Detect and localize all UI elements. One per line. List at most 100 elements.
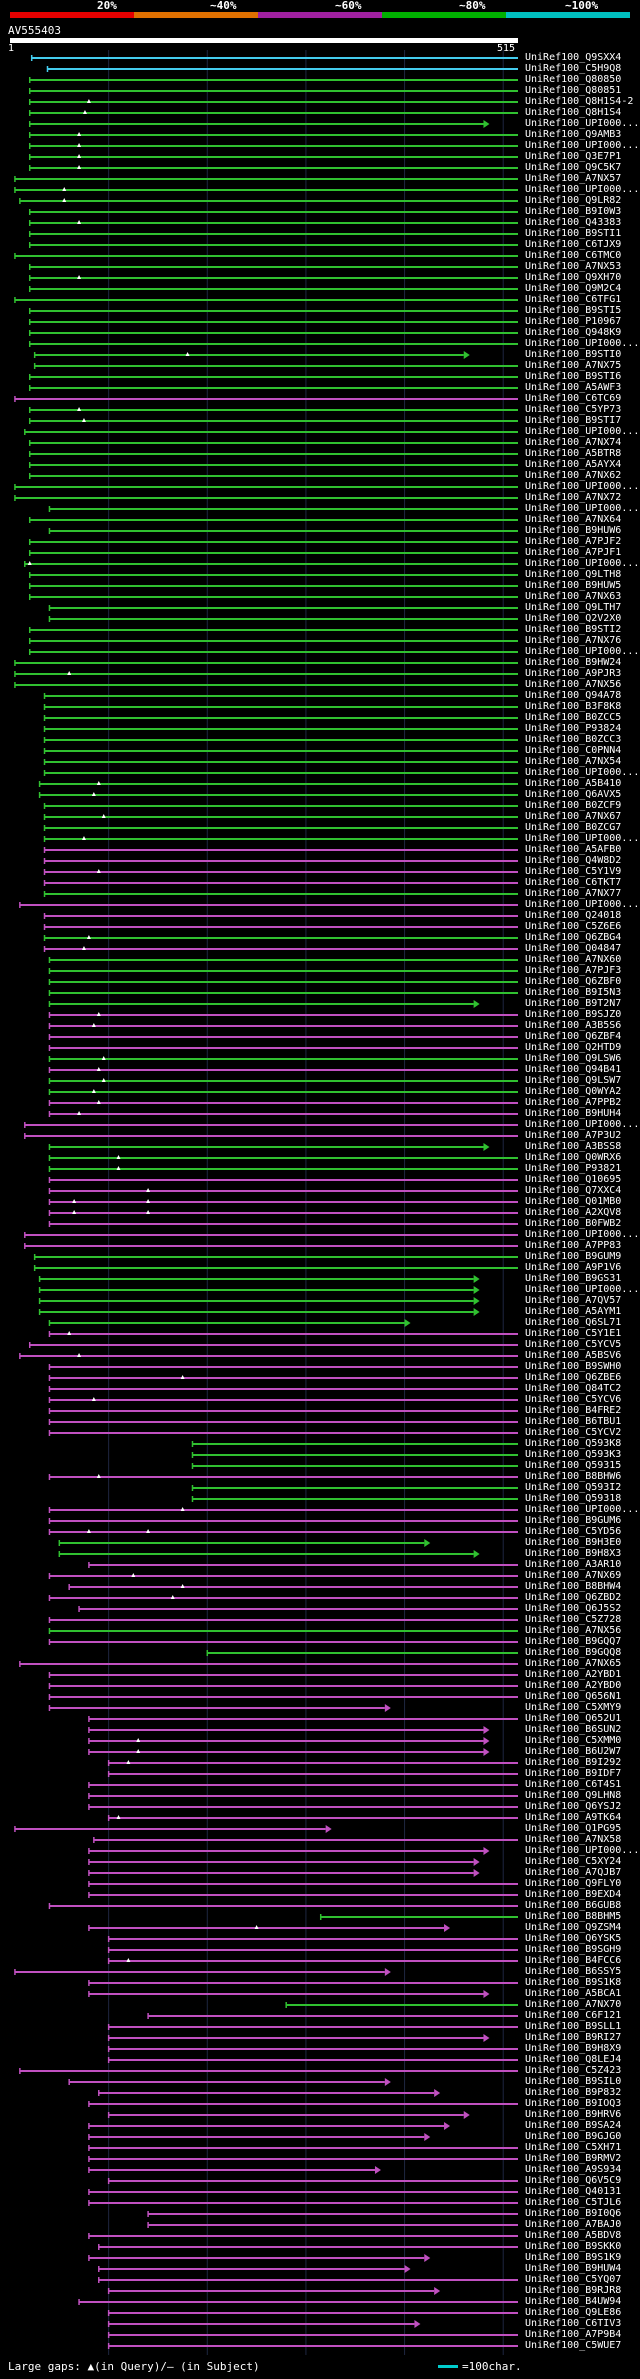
hit-label-link[interactable]: UniRef100_UPI000... (525, 558, 640, 569)
hit-label-link[interactable]: UniRef100_A7NX62 (525, 470, 622, 481)
hit-label-link[interactable]: UniRef100_B9STI7 (525, 415, 622, 426)
hit-label-link[interactable]: UniRef100_P93824 (525, 723, 622, 734)
hit-label-link[interactable]: UniRef100_A7NX75 (525, 360, 622, 371)
hit-label-link[interactable]: UniRef100_B9I292 (525, 1757, 622, 1768)
hit-label-link[interactable]: UniRef100_Q43383 (525, 217, 622, 228)
hit-label-link[interactable]: UniRef100_C6TMC0 (525, 250, 622, 261)
hit-label-link[interactable]: UniRef100_B9SIL0 (525, 2076, 622, 2087)
hit-label-link[interactable]: UniRef100_A7NX65 (525, 1658, 622, 1669)
hit-label-link[interactable]: UniRef100_A7NX67 (525, 811, 622, 822)
hit-label-link[interactable]: UniRef100_A7NX74 (525, 437, 622, 448)
hit-label-link[interactable]: UniRef100_B9I0Q6 (525, 2208, 622, 2219)
hit-label-link[interactable]: UniRef100_Q9LTH7 (525, 602, 622, 613)
hit-label-link[interactable]: UniRef100_Q0WRX6 (525, 1152, 622, 1163)
hit-label-link[interactable]: UniRef100_B0ZCF9 (525, 800, 622, 811)
hit-label-link[interactable]: UniRef100_A3B5S6 (525, 1020, 622, 1031)
hit-label-link[interactable]: UniRef100_B9SKK0 (525, 2241, 622, 2252)
hit-label-link[interactable]: UniRef100_Q9LSW6 (525, 1053, 622, 1064)
hit-label-link[interactable]: UniRef100_B9SGH9 (525, 1944, 622, 1955)
hit-label-link[interactable]: UniRef100_A9S934 (525, 2164, 622, 2175)
hit-label-link[interactable]: UniRef100_B9GQQ7 (525, 1636, 622, 1647)
hit-label-link[interactable]: UniRef100_Q6AVX5 (525, 789, 622, 800)
hit-label-link[interactable]: UniRef100_Q6YSJ2 (525, 1801, 622, 1812)
hit-label-link[interactable]: UniRef100_B9SA24 (525, 2120, 622, 2131)
hit-label-link[interactable]: UniRef100_A5AFB0 (525, 844, 622, 855)
hit-label-link[interactable]: UniRef100_A7NX56 (525, 1625, 622, 1636)
hit-label-link[interactable]: UniRef100_UPI000... (525, 338, 640, 349)
hit-label-link[interactable]: UniRef100_B9S1K9 (525, 2252, 622, 2263)
hit-label-link[interactable]: UniRef100_A7PP83 (525, 1240, 622, 1251)
hit-label-link[interactable]: UniRef100_Q6J5S2 (525, 1603, 622, 1614)
hit-label-link[interactable]: UniRef100_A5BSV6 (525, 1350, 622, 1361)
hit-label-link[interactable]: UniRef100_Q9LTH8 (525, 569, 622, 580)
hit-label-link[interactable]: UniRef100_UPI000... (525, 481, 640, 492)
hit-label-link[interactable]: UniRef100_A7PJF1 (525, 547, 622, 558)
hit-label-link[interactable]: UniRef100_B4FCC6 (525, 1955, 622, 1966)
hit-label-link[interactable]: UniRef100_B9RMV2 (525, 2153, 622, 2164)
hit-label-link[interactable]: UniRef100_Q40131 (525, 2186, 622, 2197)
hit-label-link[interactable]: UniRef100_UPI000... (525, 1119, 640, 1130)
hit-label-link[interactable]: UniRef100_C5YCV5 (525, 1339, 622, 1350)
hit-label-link[interactable]: UniRef100_A7NX72 (525, 492, 622, 503)
hit-label-link[interactable]: UniRef100_C5WUE7 (525, 2340, 622, 2351)
hit-label-link[interactable]: UniRef100_A7NX70 (525, 1999, 622, 2010)
hit-label-link[interactable]: UniRef100_UPI000... (525, 899, 640, 910)
hit-label-link[interactable]: UniRef100_Q593K3 (525, 1449, 622, 1460)
hit-label-link[interactable]: UniRef100_A7NX63 (525, 591, 622, 602)
hit-label-link[interactable]: UniRef100_Q9M2C4 (525, 283, 622, 294)
hit-label-link[interactable]: UniRef100_Q9LR82 (525, 195, 622, 206)
hit-label-link[interactable]: UniRef100_C6TKT7 (525, 877, 622, 888)
hit-label-link[interactable]: UniRef100_A5AYM1 (525, 1306, 622, 1317)
hit-label-link[interactable]: UniRef100_A2YBD0 (525, 1680, 622, 1691)
hit-label-link[interactable]: UniRef100_Q6SL71 (525, 1317, 622, 1328)
hit-label-link[interactable]: UniRef100_Q652U1 (525, 1713, 622, 1724)
hit-label-link[interactable]: UniRef100_Q948K9 (525, 327, 622, 338)
hit-label-link[interactable]: UniRef100_B8BHM5 (525, 1911, 622, 1922)
hit-label-link[interactable]: UniRef100_B6SUN2 (525, 1724, 622, 1735)
hit-label-link[interactable]: UniRef100_B0ZCC3 (525, 734, 622, 745)
hit-label-link[interactable]: UniRef100_Q01MB0 (525, 1196, 622, 1207)
hit-label-link[interactable]: UniRef100_UPI000... (525, 1284, 640, 1295)
hit-label-link[interactable]: UniRef100_A2XQV8 (525, 1207, 622, 1218)
hit-label-link[interactable]: UniRef100_C5XMY9 (525, 1702, 622, 1713)
hit-label-link[interactable]: UniRef100_C5XY24 (525, 1856, 622, 1867)
hit-label-link[interactable]: UniRef100_UPI000... (525, 1845, 640, 1856)
hit-label-link[interactable]: UniRef100_A7PJF3 (525, 965, 622, 976)
hit-label-link[interactable]: UniRef100_B9STI2 (525, 624, 622, 635)
hit-label-link[interactable]: UniRef100_B9I5N3 (525, 987, 622, 998)
hit-label-link[interactable]: UniRef100_B9HRV6 (525, 2109, 622, 2120)
hit-label-link[interactable]: UniRef100_Q6ZBF0 (525, 976, 622, 987)
hit-label-link[interactable]: UniRef100_C6TFG1 (525, 294, 622, 305)
hit-label-link[interactable]: UniRef100_A7QV57 (525, 1295, 622, 1306)
hit-label-link[interactable]: UniRef100_Q6YSK5 (525, 1933, 622, 1944)
hit-label-link[interactable]: UniRef100_P93821 (525, 1163, 622, 1174)
hit-label-link[interactable]: UniRef100_B9GJG0 (525, 2131, 622, 2142)
hit-label-link[interactable]: UniRef100_C6TIV3 (525, 2318, 622, 2329)
hit-label-link[interactable]: UniRef100_Q59315 (525, 1460, 622, 1471)
hit-label-link[interactable]: UniRef100_B6SSY5 (525, 1966, 622, 1977)
hit-label-link[interactable]: UniRef100_Q80850 (525, 74, 622, 85)
hit-label-link[interactable]: UniRef100_B3F8K8 (525, 701, 622, 712)
hit-label-link[interactable]: UniRef100_B9EXD4 (525, 1889, 622, 1900)
hit-label-link[interactable]: UniRef100_C5YQ07 (525, 2274, 622, 2285)
hit-label-link[interactable]: UniRef100_Q9XH70 (525, 272, 622, 283)
hit-label-link[interactable]: UniRef100_A7QJB7 (525, 1867, 622, 1878)
hit-label-link[interactable]: UniRef100_B9STI0 (525, 349, 622, 360)
hit-label-link[interactable]: UniRef100_UPI000... (525, 646, 640, 657)
hit-label-link[interactable]: UniRef100_B0ZCG7 (525, 822, 622, 833)
hit-label-link[interactable]: UniRef100_Q24018 (525, 910, 622, 921)
hit-label-link[interactable]: UniRef100_Q2V2X0 (525, 613, 622, 624)
hit-label-link[interactable]: UniRef100_B9GUM9 (525, 1251, 622, 1262)
hit-label-link[interactable]: UniRef100_Q1PG95 (525, 1823, 622, 1834)
hit-label-link[interactable]: UniRef100_B9IOQ3 (525, 2098, 622, 2109)
hit-label-link[interactable]: UniRef100_B8BHW4 (525, 1581, 622, 1592)
hit-label-link[interactable]: UniRef100_C0PNN4 (525, 745, 622, 756)
hit-label-link[interactable]: UniRef100_B9HUW4 (525, 2263, 622, 2274)
hit-label-link[interactable]: UniRef100_Q8LEJ4 (525, 2054, 622, 2065)
hit-label-link[interactable]: UniRef100_UPI000... (525, 426, 640, 437)
hit-label-link[interactable]: UniRef100_Q6ZBG4 (525, 932, 622, 943)
hit-label-link[interactable]: UniRef100_A7PJF2 (525, 536, 622, 547)
hit-label-link[interactable]: UniRef100_Q9LHN8 (525, 1790, 622, 1801)
hit-label-link[interactable]: UniRef100_Q9FLY0 (525, 1878, 622, 1889)
hit-label-link[interactable]: UniRef100_C5Y1E1 (525, 1328, 622, 1339)
